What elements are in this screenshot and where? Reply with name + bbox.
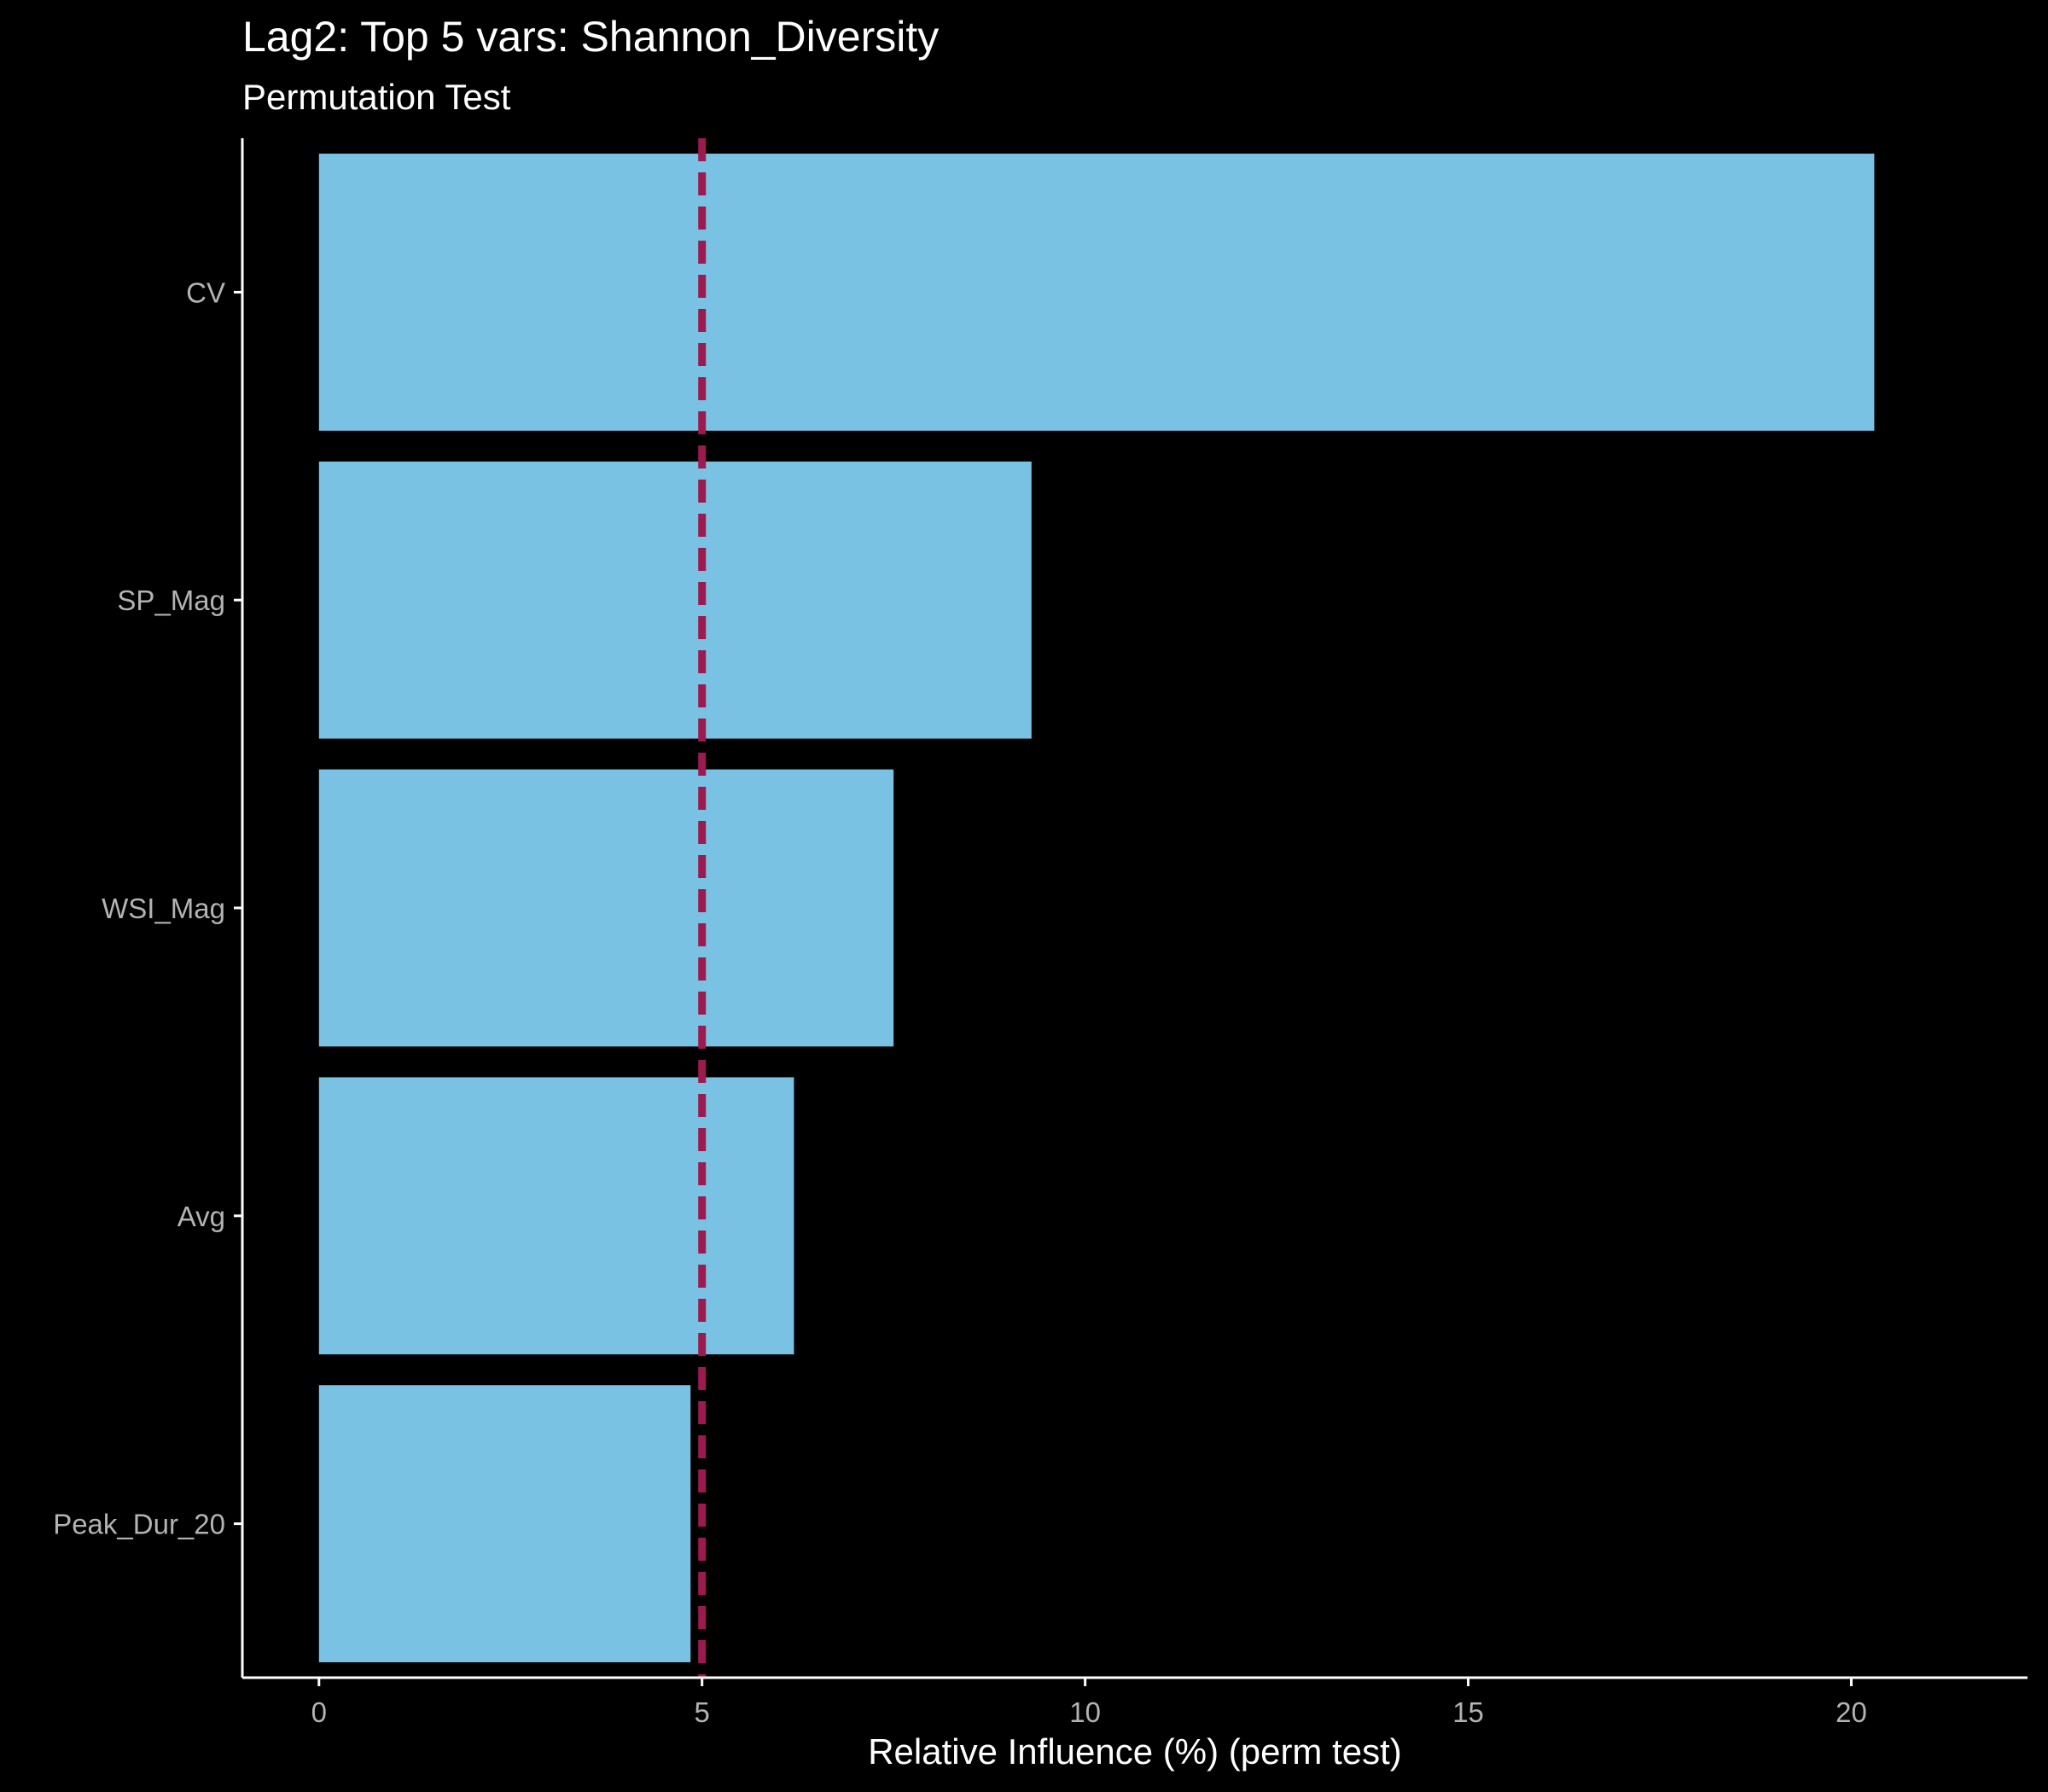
- chart-title: Lag2: Top 5 vars: Shannon_Diversity: [242, 13, 939, 61]
- y-tick-label: Avg: [177, 1201, 225, 1232]
- bar-cv: [318, 154, 1875, 431]
- y-tick-label: SP_Mag: [117, 585, 225, 616]
- x-tick-label: 15: [1452, 1696, 1484, 1728]
- x-tick-label: 20: [1836, 1696, 1867, 1728]
- x-ticks-layer: 0 5 10 15 20: [311, 1678, 1867, 1728]
- chart-subtitle: Permutation Test: [242, 77, 511, 117]
- bars-layer: [318, 154, 1875, 1662]
- bar-avg: [318, 1077, 794, 1355]
- x-tick-label: 10: [1069, 1696, 1101, 1728]
- bar-sp-mag: [318, 461, 1032, 739]
- x-tick-label: 0: [311, 1696, 327, 1728]
- y-tick-label: CV: [186, 276, 225, 308]
- y-ticks-layer: CV SP_Mag WSI_Mag Avg Peak_Dur_20: [53, 276, 242, 1540]
- bar-peak-dur-20: [318, 1385, 691, 1662]
- x-axis-title: Relative Influence (%) (perm test): [868, 1731, 1402, 1772]
- y-tick-label: WSI_Mag: [102, 893, 225, 924]
- bar-wsi-mag: [318, 769, 894, 1047]
- x-tick-label: 5: [695, 1696, 710, 1728]
- y-tick-label: Peak_Dur_20: [53, 1509, 225, 1540]
